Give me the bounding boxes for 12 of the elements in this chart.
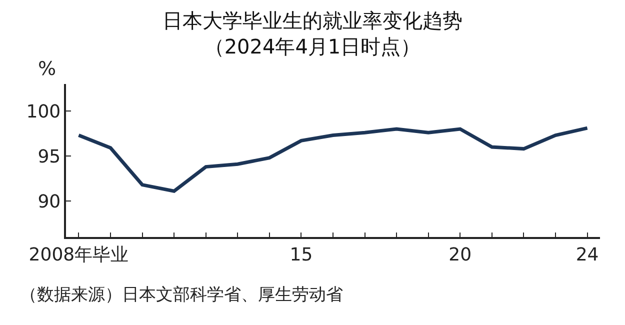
line-series bbox=[76, 126, 590, 193]
chart-subtitle: （2024年4月1日时点） bbox=[204, 34, 421, 59]
y-tick-label: 90 bbox=[38, 191, 61, 212]
x-tick-label: 15 bbox=[290, 244, 313, 266]
y-axis-title: % bbox=[38, 58, 56, 80]
x-tick-label: 2008年毕业 bbox=[28, 244, 129, 266]
text: （数据来源）日本文部科学省、厚生劳动省 bbox=[20, 285, 343, 305]
y-tick-label: 95 bbox=[38, 146, 61, 168]
y-tick-label: 100 bbox=[26, 101, 61, 122]
x-tick-label: 24 bbox=[576, 244, 599, 266]
x-tick-label: 20 bbox=[448, 244, 472, 266]
chart-title: 日本大学毕业生的就业率变化趋势 bbox=[162, 8, 462, 33]
